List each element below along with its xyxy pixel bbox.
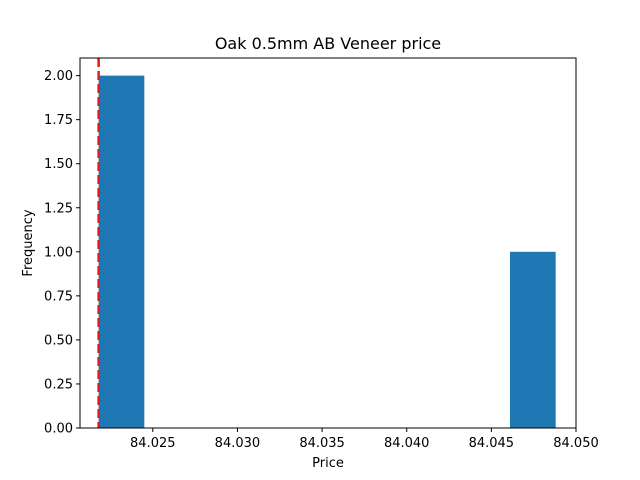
plot-frame xyxy=(79,57,577,429)
y-tick-label: 1.25 xyxy=(44,201,73,216)
x-tick-label: 84.050 xyxy=(553,436,599,451)
x-tick-label: 84.045 xyxy=(469,436,515,451)
y-tick-label: 1.75 xyxy=(44,113,73,128)
y-tick-label: 1.50 xyxy=(44,157,73,172)
y-tick-label: 0.50 xyxy=(44,333,73,348)
y-tick-label: 0.75 xyxy=(44,289,73,304)
bars-group xyxy=(98,75,556,428)
histogram-bar-9 xyxy=(509,251,556,428)
y-axis-label: Frequency xyxy=(21,209,36,276)
x-tick-label: 84.030 xyxy=(215,436,261,451)
chart-title: Oak 0.5mm AB Veneer price xyxy=(215,34,441,53)
x-tick-label: 84.040 xyxy=(384,436,430,451)
x-tick-label: 84.025 xyxy=(130,436,176,451)
histogram-bar-0 xyxy=(98,75,145,428)
y-tick-label: 1.00 xyxy=(44,245,73,260)
x-axis-label: Price xyxy=(312,456,344,471)
y-tick-label: 2.00 xyxy=(44,69,73,84)
x-tick-label: 84.035 xyxy=(299,436,345,451)
x-axis-ticks: 84.025 84.030 84.035 84.040 84.045 84.050 xyxy=(130,428,599,451)
y-axis-ticks: 0.00 0.25 0.50 0.75 1.00 1.25 1.50 1.75 2.00 xyxy=(44,69,80,437)
y-tick-label: 0.00 xyxy=(44,422,73,437)
y-tick-label: 0.25 xyxy=(44,377,73,392)
